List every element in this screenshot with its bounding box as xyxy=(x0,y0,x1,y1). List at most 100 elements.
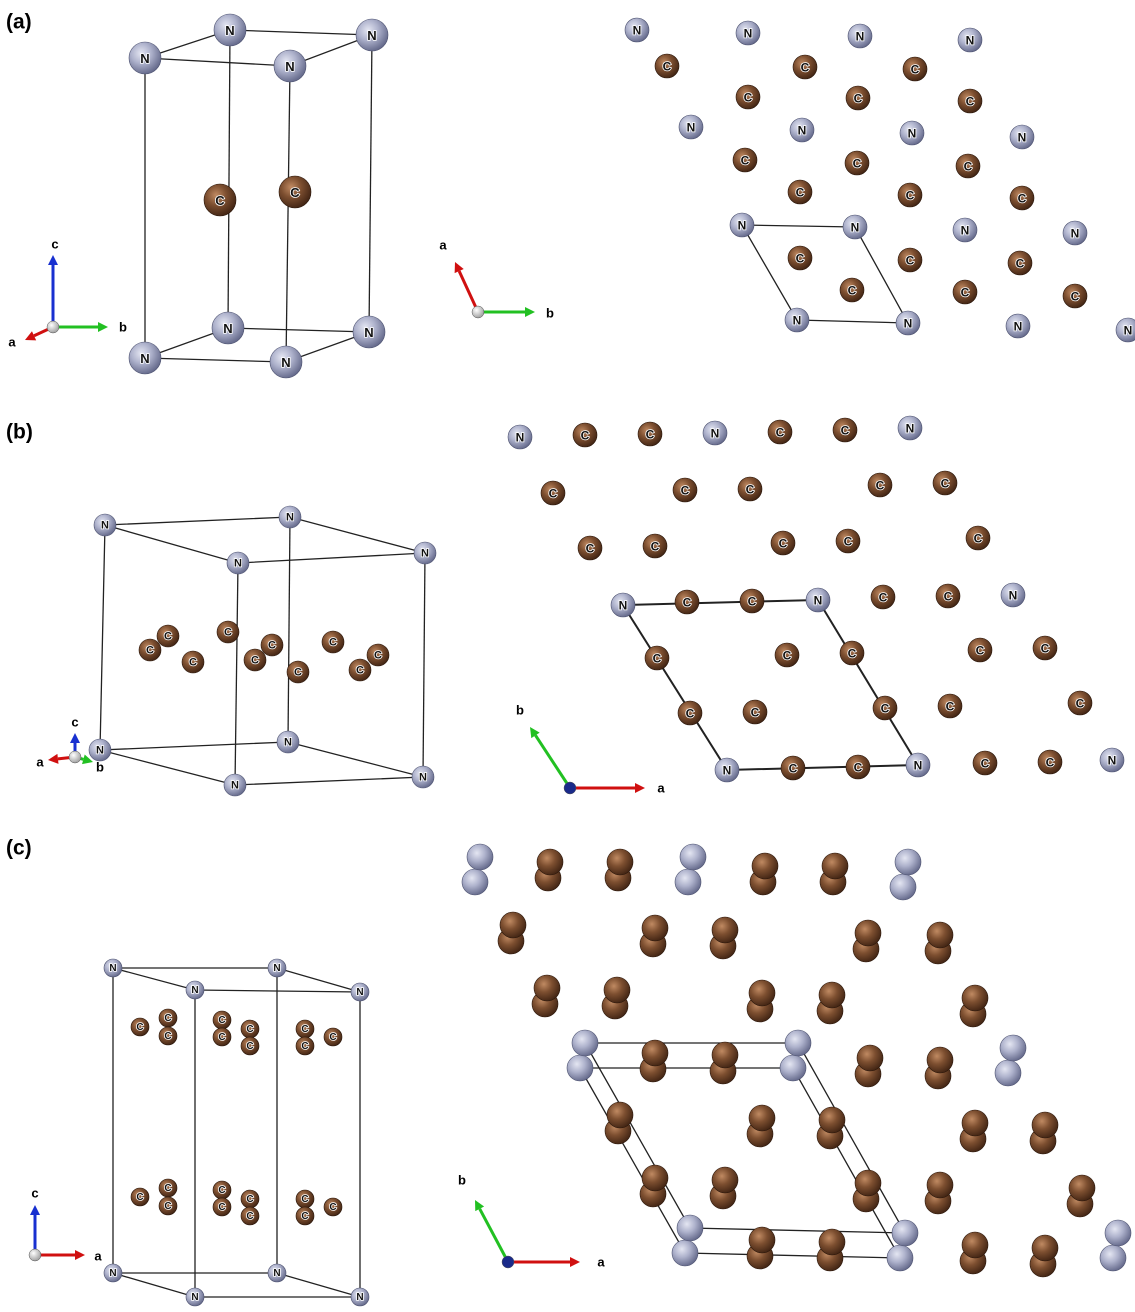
atom-label: C xyxy=(146,645,154,657)
atom xyxy=(962,1232,988,1258)
atom-label: C xyxy=(581,429,590,443)
atom xyxy=(467,844,493,870)
atom-label: C xyxy=(681,484,690,498)
atom-label: N xyxy=(744,27,753,41)
atom xyxy=(500,912,526,938)
atom-label: N xyxy=(1009,589,1018,603)
atom-label: C xyxy=(164,631,172,643)
atom-label: C xyxy=(651,540,660,554)
atom-label: C xyxy=(686,707,695,721)
atom-label: N xyxy=(516,431,525,445)
atom-label: C xyxy=(981,757,990,771)
atom xyxy=(752,853,778,879)
atom-label: C xyxy=(741,154,750,168)
atom xyxy=(642,1165,668,1191)
panel-labels: (a) (b) (c) xyxy=(6,11,33,860)
atom-label: C xyxy=(646,428,655,442)
atom-label: C xyxy=(783,649,792,663)
atom-label: C xyxy=(801,61,810,75)
atom-label: N xyxy=(364,325,373,340)
atom-label: N xyxy=(1124,324,1133,338)
atom-label: N xyxy=(140,351,149,366)
figure: (a) (b) (c) NNNNNNNNCCabcNNNNNNNNNNNNNNN… xyxy=(0,0,1135,1307)
cell-edge xyxy=(288,517,290,742)
atom xyxy=(712,1042,738,1068)
atom-label: N xyxy=(225,23,234,38)
axis-origin xyxy=(502,1256,514,1268)
atom xyxy=(995,1060,1021,1086)
atom-label: C xyxy=(329,1202,336,1213)
structure-view: NNNNNNNNCCabc xyxy=(8,14,388,378)
atom-label: C xyxy=(683,596,692,610)
atom xyxy=(1100,1245,1126,1271)
atom-label: C xyxy=(218,1015,225,1026)
atom-label: C xyxy=(246,1024,253,1035)
atom xyxy=(1032,1235,1058,1261)
atom-label: N xyxy=(234,558,242,570)
atom-label: N xyxy=(285,59,294,74)
axis-arrowhead xyxy=(30,1205,40,1215)
atom-label: N xyxy=(191,985,198,996)
atom-label: C xyxy=(246,1041,253,1052)
atom xyxy=(819,1229,845,1255)
atom-label: C xyxy=(751,706,760,720)
axis-label: c xyxy=(51,237,58,252)
axis-arrowhead xyxy=(570,1257,580,1267)
atom-label: C xyxy=(848,647,857,661)
atom-label: N xyxy=(356,987,363,998)
atom-label: C xyxy=(301,1024,308,1035)
atom-label: C xyxy=(136,1022,143,1033)
axis-origin xyxy=(564,782,576,794)
atom xyxy=(962,1110,988,1136)
atom-label: C xyxy=(246,1194,253,1205)
atom-label: C xyxy=(164,1031,171,1042)
atom xyxy=(537,849,563,875)
cell-edge xyxy=(113,1273,360,1297)
axis-label: c xyxy=(31,1186,38,1201)
atom-label: N xyxy=(109,1268,116,1279)
atom-label: N xyxy=(223,321,232,336)
atom-label: N xyxy=(851,221,860,235)
atom xyxy=(927,1047,953,1073)
atom-label: N xyxy=(273,1268,280,1279)
atom-label: N xyxy=(914,759,923,773)
atom-label: C xyxy=(374,650,382,662)
atom-label: C xyxy=(796,252,805,266)
page: {"panels": [ {"label": "(a)", "views": [… xyxy=(0,0,1135,1307)
atom-label: N xyxy=(419,772,427,784)
atom-label: C xyxy=(961,286,970,300)
atom xyxy=(927,922,953,948)
atom xyxy=(927,1172,953,1198)
axis-label: a xyxy=(597,1255,605,1270)
atom-label: C xyxy=(853,157,862,171)
axis-label: b xyxy=(458,1173,466,1188)
atom-label: C xyxy=(653,652,662,666)
structure-view: NNNNNNNNNCCCCCCCCCCCCCCCCCCCCCCCCCCCCCCC… xyxy=(508,416,1124,796)
atom xyxy=(819,982,845,1008)
atom xyxy=(607,849,633,875)
atom-label: C xyxy=(1018,192,1027,206)
cell-edge xyxy=(423,553,425,777)
atom-label: C xyxy=(164,1013,171,1024)
atom-label: C xyxy=(218,1032,225,1043)
atom-label: C xyxy=(906,254,915,268)
atom-label: C xyxy=(301,1041,308,1052)
axis-label: c xyxy=(71,715,78,730)
atom xyxy=(749,1105,775,1131)
atom-label: C xyxy=(268,640,276,652)
atom xyxy=(604,977,630,1003)
atom-label: C xyxy=(1016,257,1025,271)
atom-label: N xyxy=(711,427,720,441)
atom-label: N xyxy=(908,127,917,141)
atom xyxy=(895,849,921,875)
atom-label: N xyxy=(96,745,104,757)
atom-label: C xyxy=(746,483,755,497)
atom xyxy=(749,980,775,1006)
atom-label: N xyxy=(1108,754,1117,768)
atom-label: C xyxy=(841,424,850,438)
atom-label: C xyxy=(881,702,890,716)
atom xyxy=(785,1030,811,1056)
atom-label: N xyxy=(140,51,149,66)
structure-view: ba xyxy=(458,844,1131,1277)
atom-label: C xyxy=(329,1032,336,1043)
